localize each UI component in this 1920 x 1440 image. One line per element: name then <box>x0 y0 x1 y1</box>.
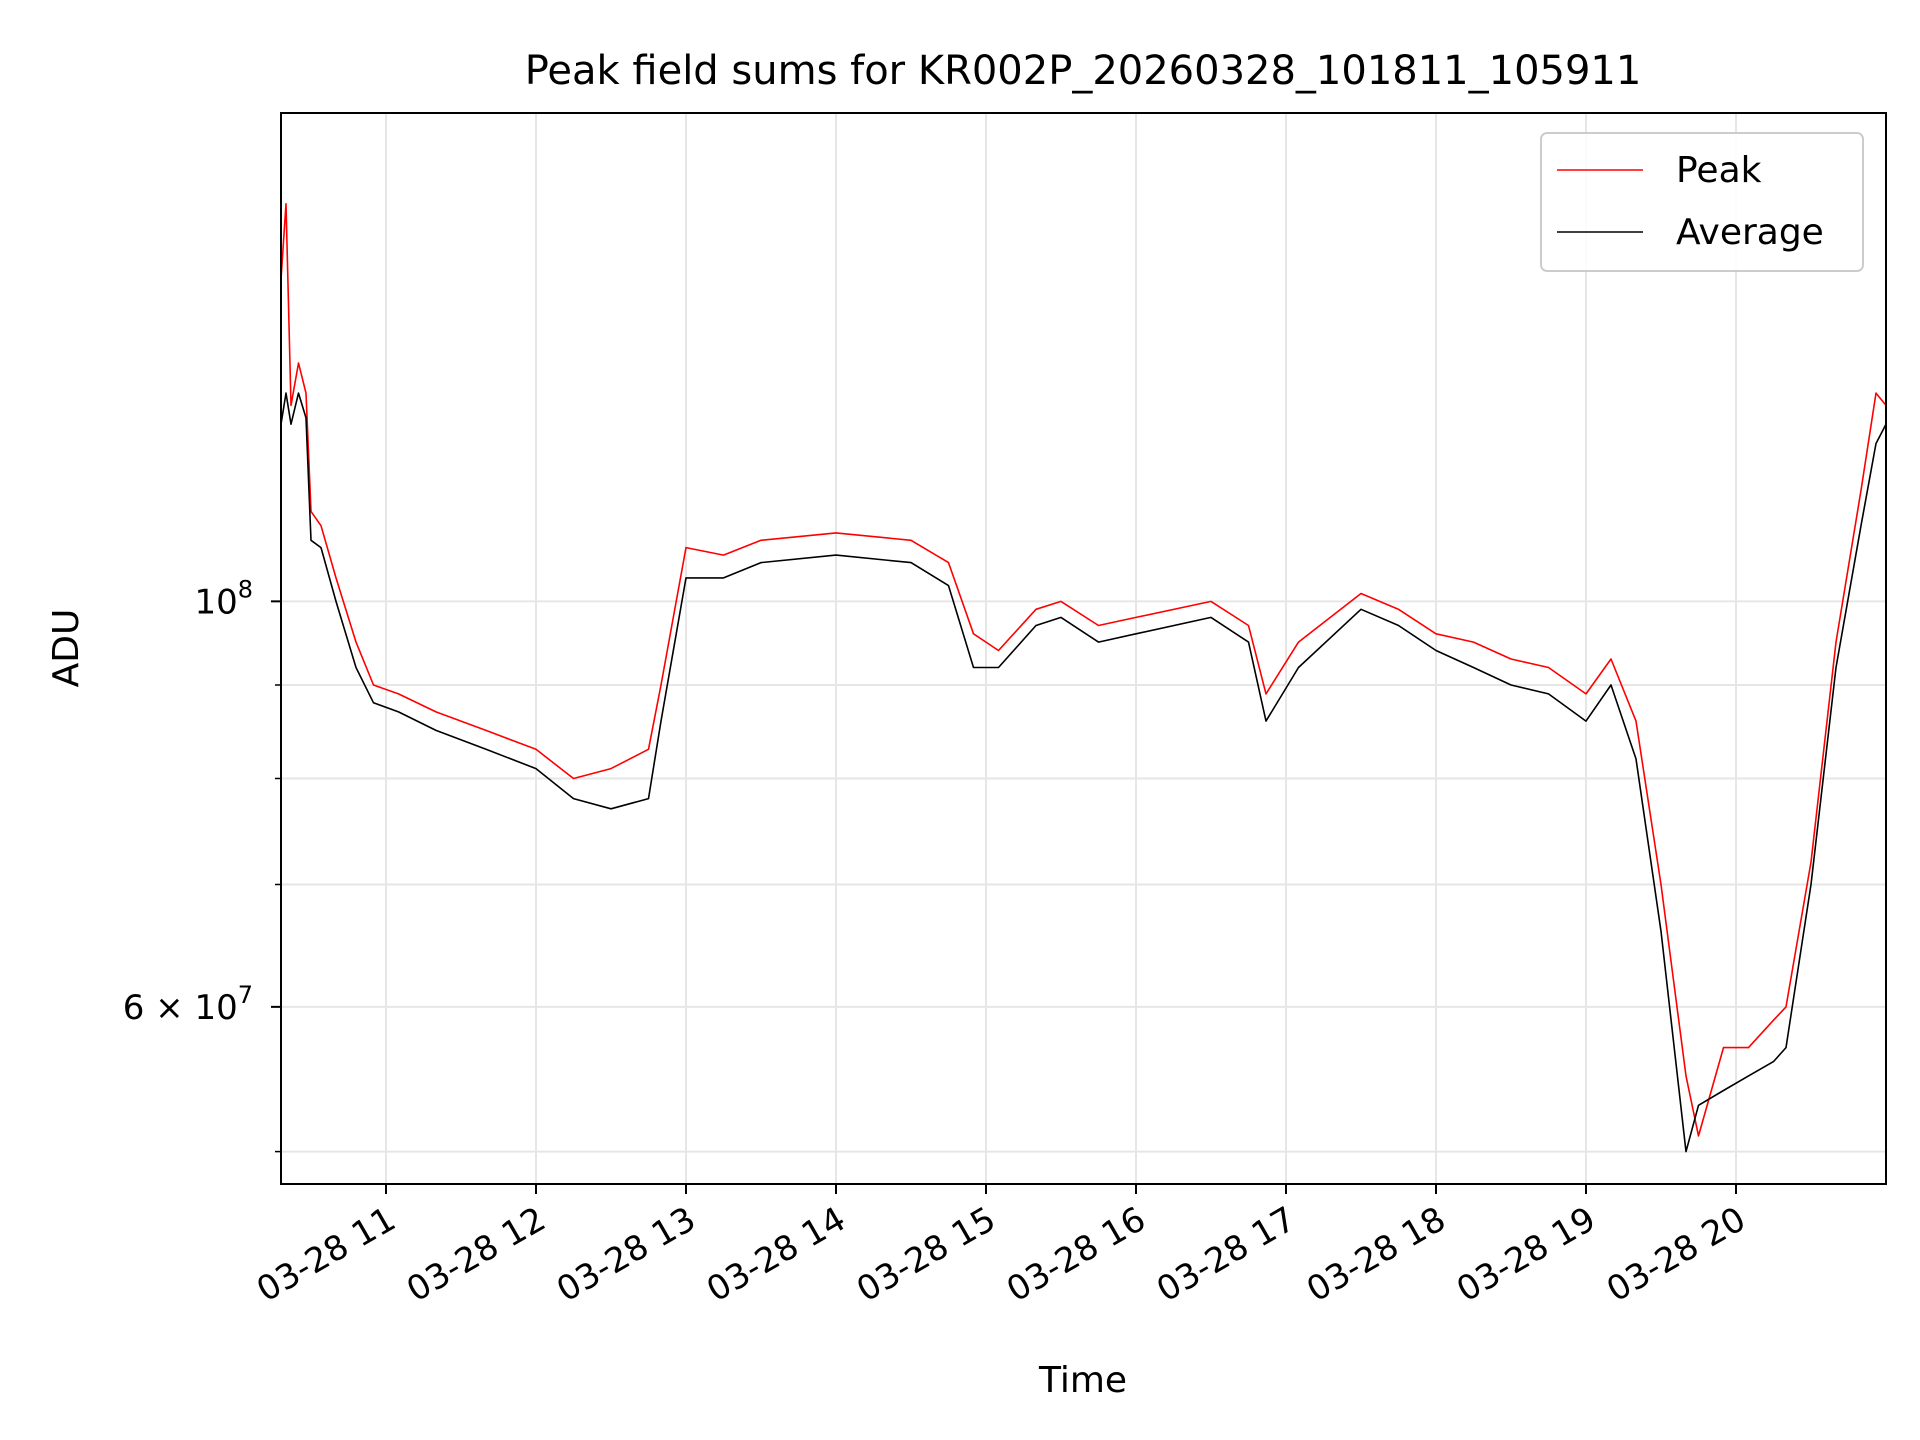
y-axis: 108 6 × 107 <box>123 575 281 1153</box>
x-tick-label: 03-28 17 <box>1150 1199 1302 1310</box>
y-tick-label: 108 <box>194 575 253 622</box>
x-tick-label: 03-28 13 <box>550 1199 702 1310</box>
y-tick-base: 10 <box>194 582 237 622</box>
x-tick-label: 03-28 18 <box>1300 1199 1452 1310</box>
y-tick-base: 6 × 10 <box>123 988 238 1028</box>
chart-title: Peak field sums for KR002P_20260328_1018… <box>525 48 1642 94</box>
legend: Peak Average <box>1540 132 1864 272</box>
x-tick-label: 03-28 19 <box>1450 1199 1602 1310</box>
legend-label-average: Average <box>1676 212 1824 253</box>
legend-label-peak: Peak <box>1676 150 1762 191</box>
grid <box>281 113 1886 1184</box>
x-tick-label: 03-28 11 <box>250 1199 402 1310</box>
series-line-peak <box>280 203 1887 1137</box>
series-line-average <box>280 392 1887 1153</box>
x-tick-label: 03-28 12 <box>400 1199 552 1310</box>
x-axis-label: Time <box>1038 1360 1127 1401</box>
x-tick-label: 03-28 16 <box>1000 1199 1152 1310</box>
y-axis-label: ADU <box>46 609 87 688</box>
series-layer <box>280 203 1887 1153</box>
y-tick-label: 6 × 107 <box>123 981 253 1028</box>
plot-frame <box>280 112 1887 1185</box>
y-tick-exponent: 8 <box>238 575 253 603</box>
x-tick-label: 03-28 15 <box>850 1199 1002 1310</box>
x-tick-label: 03-28 20 <box>1600 1199 1752 1310</box>
x-tick-label: 03-28 14 <box>700 1199 852 1310</box>
y-tick-exponent: 7 <box>238 981 253 1009</box>
legend-box <box>1540 132 1864 272</box>
